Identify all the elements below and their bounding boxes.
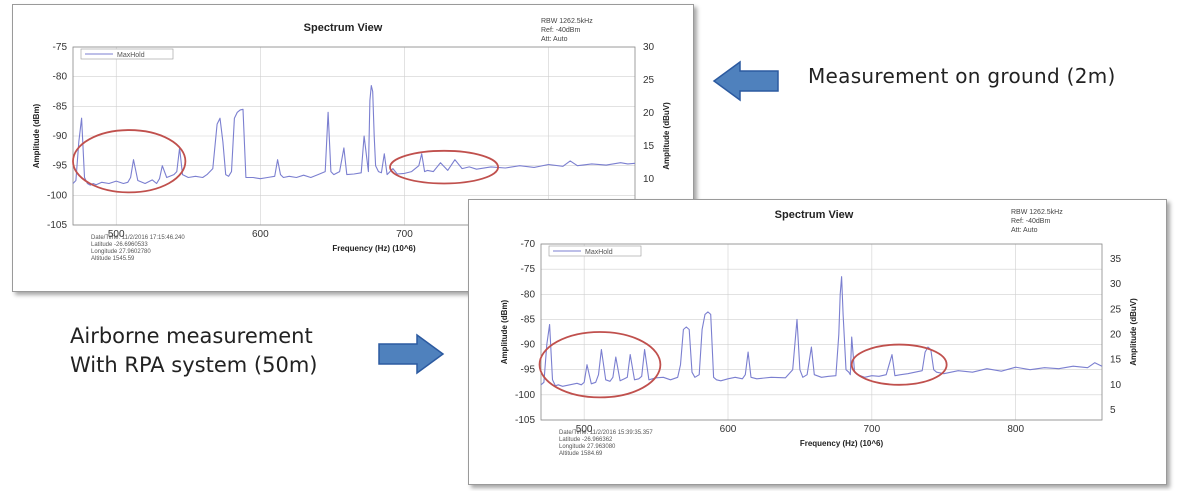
y2-tick-label: 25 [1110,304,1122,315]
y2-tick-label: 15 [643,141,655,152]
annotation-ellipse [72,129,187,194]
y2-tick-label: 20 [643,108,655,119]
chart-info-line: RBW 1262.5kHz [541,18,593,25]
y2-tick-label: 30 [643,42,655,53]
x-axis-label: Frequency (Hz) (10^6) [800,439,884,448]
y-tick-label: -80 [53,72,68,83]
chart-info-line: Att: Auto [1011,227,1038,234]
spectrum-chart-airborne: Spectrum View RBW 1262.5kHz Ref: -40dBm Att… [500,209,1138,457]
chart-info-line: Ref: -40dBm [541,27,580,34]
legend-label: MaxHold [117,52,145,59]
chart-info-line: Ref: -40dBm [1011,218,1050,225]
chart-meta-line: Longitude 27.9602780 [91,249,151,255]
y-tick-label: -85 [53,101,68,112]
x-tick-label: 800 [1007,424,1024,435]
y2-axis-label: Amplitude (dBuV) [1129,298,1138,366]
x-tick-label: 700 [396,229,413,240]
arrow-left-icon [712,60,779,102]
y-tick-label: -90 [521,340,536,351]
x-tick-label: 600 [252,229,269,240]
chart-meta-line: Latitude -26.6960533 [91,242,148,248]
y-tick-label: -80 [521,289,536,300]
y2-tick-label: 5 [1110,405,1116,416]
caption-airborne-line2: With RPA system (50m) [70,353,318,377]
caption-airborne-measurement: Airborne measurement With RPA system (50… [70,322,317,380]
legend-box [548,245,642,257]
y-tick-label: -105 [515,415,535,426]
y2-tick-label: 10 [643,174,655,185]
chart-meta-line: Latitude -26.966362 [559,437,613,443]
y2-axis-label: Amplitude (dBuV) [662,102,671,170]
plot-frame [72,46,636,226]
chart-meta-line: Longitude 27.963080 [559,444,616,450]
y-tick-label: -95 [53,161,68,172]
y-tick-label: -105 [47,220,67,231]
y-tick-label: -90 [53,131,68,142]
annotation-ellipse [389,149,500,185]
y-tick-label: -95 [521,365,536,376]
x-axis-label: Frequency (Hz) (10^6) [332,244,416,253]
y2-tick-label: 35 [1110,254,1122,265]
y2-tick-label: 20 [1110,330,1122,341]
y-tick-label: -70 [521,239,536,250]
y-tick-label: -75 [53,42,68,53]
spectrum-panel-airborne: Spectrum View RBW 1262.5kHz Ref: -40dBm Att… [468,199,1167,485]
y2-tick-label: 30 [1110,279,1122,290]
legend-box [80,48,174,60]
chart-title: Spectrum View [775,209,854,221]
y-axis-label: Amplitude (dBm) [500,299,509,364]
x-tick-label: 600 [720,424,737,435]
spectrum-trace-line [72,85,636,186]
chart-meta-line: Date/Time: 11/2/2016 15:39:35.357 [559,430,653,436]
arrow-right-icon [378,333,445,375]
chart-meta-line: Altitude 1584.69 [559,451,603,457]
chart-meta-line: Altitude 1545.59 [91,256,135,262]
y-axis-label: Amplitude (dBm) [32,103,41,168]
chart-title: Spectrum View [304,22,383,34]
y2-tick-label: 10 [1110,380,1122,391]
spectrum-panel-ground: Spectrum View RBW 1262.5kHz Ref: -40dBm Att… [12,4,694,292]
caption-airborne-line1: Airborne measurement [70,324,313,348]
y-tick-label: -100 [515,390,535,401]
annotation-ellipse [538,331,662,399]
y-tick-label: -75 [521,264,536,275]
x-tick-label: 500 [576,424,593,435]
y2-tick-label: 25 [643,75,655,86]
caption-ground-measurement: Measurement on ground (2m) [808,64,1116,88]
x-tick-label: 500 [108,229,125,240]
plot-frame [540,243,1103,421]
x-tick-label: 700 [864,424,881,435]
y2-tick-label: 15 [1110,355,1122,366]
annotation-ellipse [850,343,948,386]
y-tick-label: -85 [521,314,536,325]
chart-info-line: Att: Auto [541,36,568,43]
legend-label: MaxHold [585,249,613,256]
y-tick-label: -100 [47,190,67,201]
chart-meta-line: Date/Time: 11/2/2016 17:15:46.240 [91,235,185,241]
spectrum-trace-line [540,276,1103,387]
chart-info-line: RBW 1262.5kHz [1011,209,1063,216]
